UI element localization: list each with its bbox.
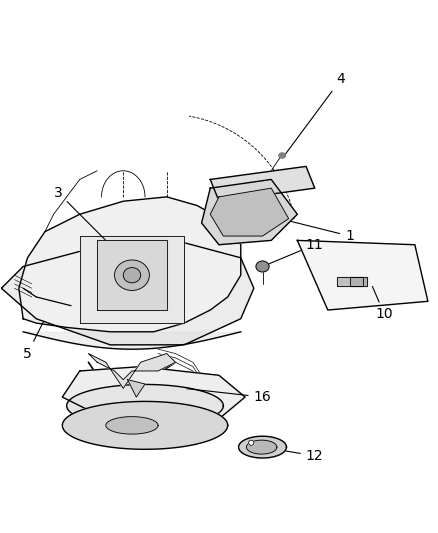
Polygon shape — [239, 436, 286, 458]
Text: 10: 10 — [372, 286, 393, 321]
Ellipse shape — [123, 268, 141, 283]
Ellipse shape — [279, 153, 286, 158]
Polygon shape — [62, 367, 245, 423]
Polygon shape — [201, 180, 297, 245]
Text: 16: 16 — [187, 389, 272, 404]
Polygon shape — [336, 277, 363, 286]
Polygon shape — [88, 353, 176, 389]
Text: 4: 4 — [285, 72, 345, 155]
Polygon shape — [247, 440, 277, 454]
Polygon shape — [350, 277, 367, 286]
Text: 5: 5 — [23, 321, 44, 360]
Ellipse shape — [115, 260, 149, 290]
Polygon shape — [127, 379, 145, 397]
Polygon shape — [62, 401, 228, 449]
Ellipse shape — [249, 440, 254, 446]
Polygon shape — [97, 240, 167, 310]
Text: 11: 11 — [265, 238, 324, 265]
Polygon shape — [297, 240, 428, 310]
Polygon shape — [210, 188, 289, 236]
Polygon shape — [19, 197, 241, 332]
Text: 12: 12 — [265, 448, 324, 463]
Polygon shape — [1, 240, 254, 345]
Text: 3: 3 — [53, 185, 121, 256]
Text: 1: 1 — [265, 215, 354, 243]
Polygon shape — [106, 417, 158, 434]
Polygon shape — [67, 384, 223, 427]
Ellipse shape — [256, 261, 269, 272]
Polygon shape — [210, 166, 315, 201]
Polygon shape — [80, 236, 184, 323]
